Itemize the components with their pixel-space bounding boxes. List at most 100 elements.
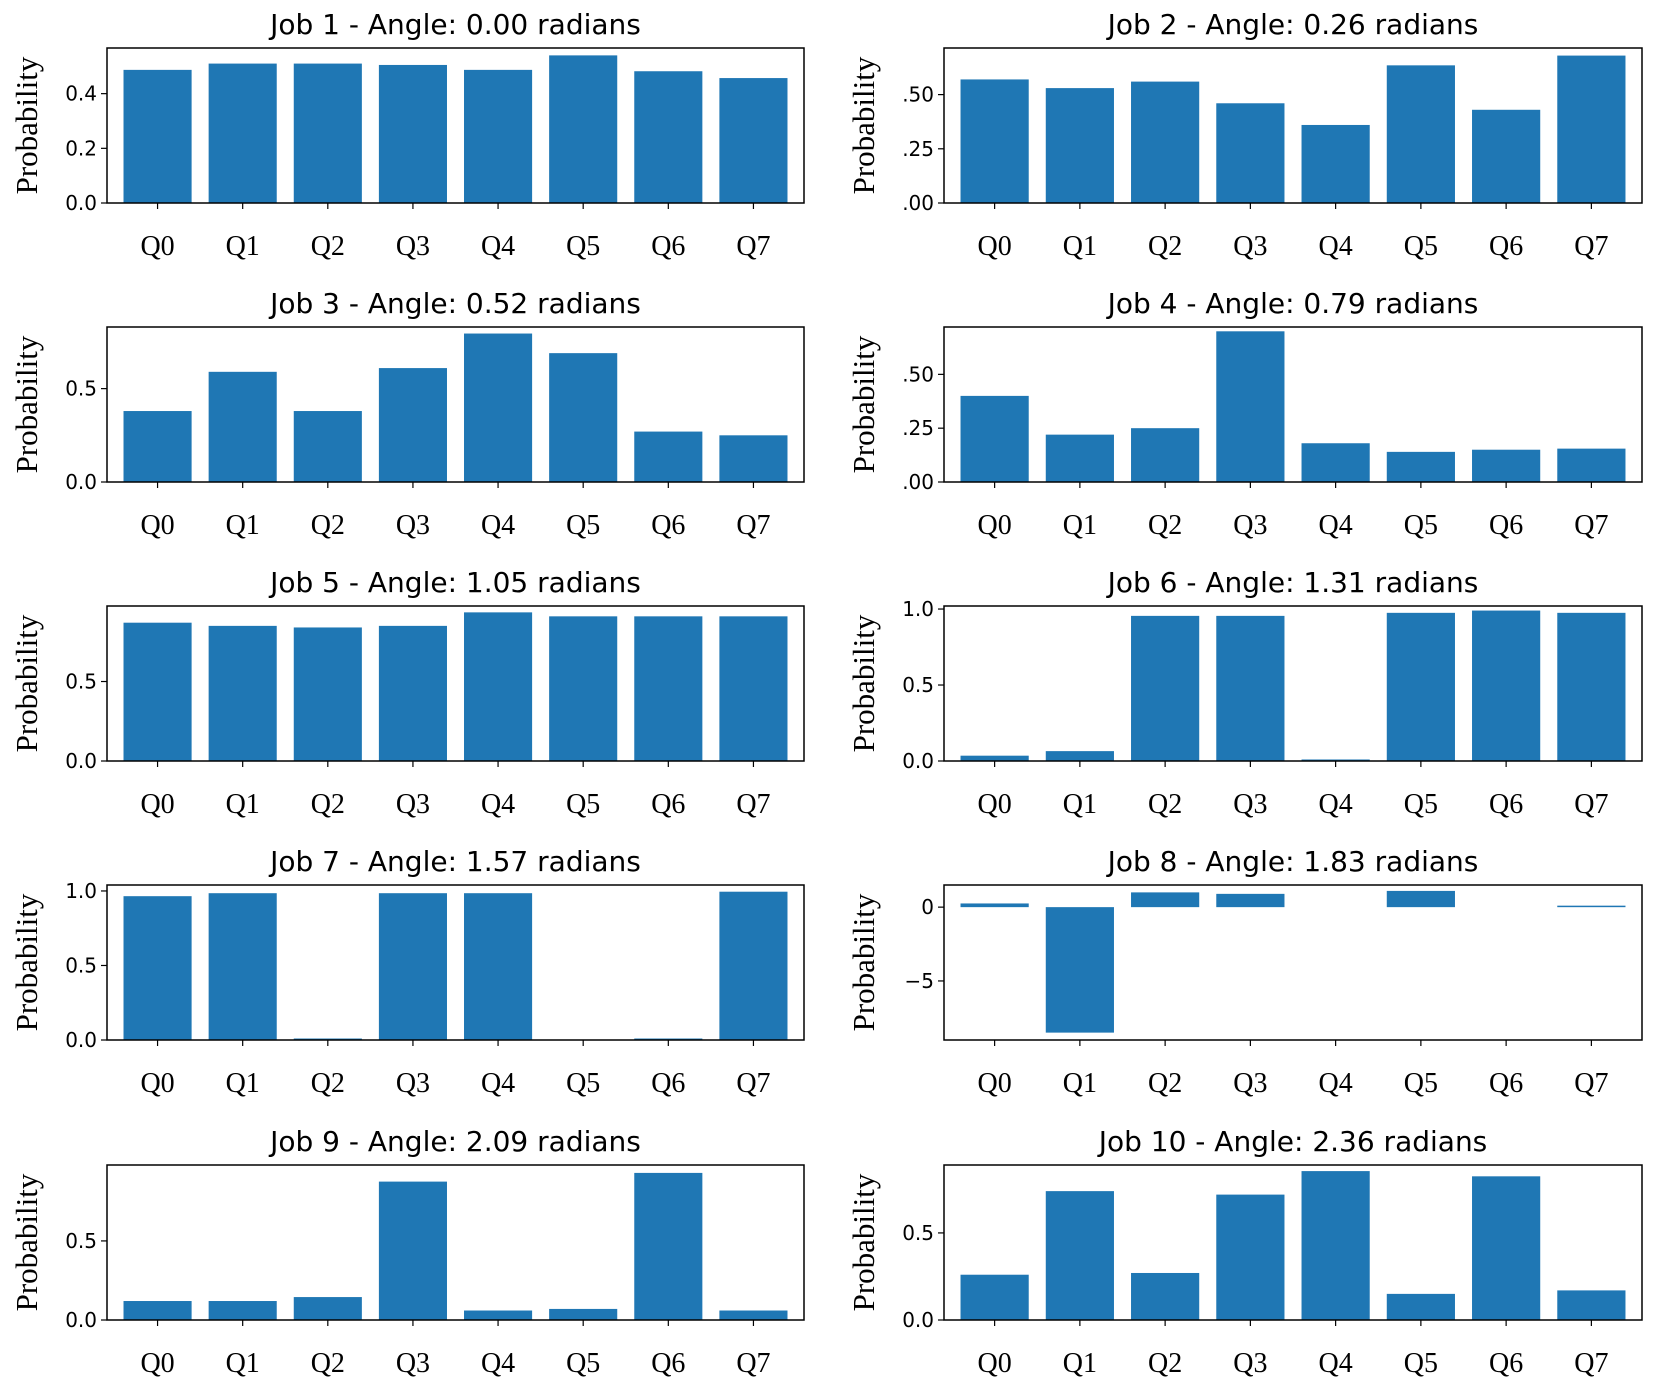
- plot-frame: [106, 605, 805, 762]
- bar-q4: [464, 893, 533, 1040]
- bar-q7: [1557, 612, 1626, 761]
- bar-q1: [208, 625, 277, 761]
- bar-q7: [1557, 905, 1626, 908]
- y-axis-label: Probability: [9, 614, 44, 752]
- x-tick-label: Q5: [1404, 1068, 1438, 1099]
- x-tick-label: Q1: [1063, 1348, 1097, 1378]
- bar-q5: [1386, 612, 1455, 761]
- bar-q0: [123, 622, 192, 761]
- chart-title: Job 6 - Angle: 1.31 radians: [1106, 566, 1479, 599]
- x-tick-label: Q1: [1063, 231, 1097, 262]
- y-tick-label: 0.4: [65, 82, 97, 106]
- y-tick-label: 1.0: [902, 597, 934, 621]
- x-tick-label: Q6: [651, 1068, 685, 1099]
- bar-q7: [719, 435, 788, 482]
- bar-q7: [719, 1310, 788, 1320]
- x-tick-label: Q5: [566, 231, 600, 262]
- x-tick-label: Q3: [396, 1068, 430, 1099]
- x-tick-label: Q5: [566, 1068, 600, 1099]
- y-tick-label: 0.5: [902, 673, 934, 697]
- y-tick-label: .25: [902, 416, 934, 440]
- x-tick-label: Q6: [651, 789, 685, 820]
- chart-title: Job 2 - Angle: 0.26 radians: [1106, 8, 1479, 41]
- y-tick-label: 0.0: [65, 1308, 97, 1332]
- plot-frame: [943, 326, 1643, 483]
- x-tick-label: Q7: [736, 1068, 770, 1099]
- x-tick-label: Q4: [481, 510, 515, 541]
- bar-q7: [1557, 55, 1626, 203]
- bar-q7: [719, 78, 788, 203]
- x-tick-label: Q0: [978, 1068, 1012, 1099]
- x-tick-label: Q6: [651, 231, 685, 262]
- x-tick-label: Q0: [978, 789, 1012, 820]
- bar-q5: [549, 55, 618, 203]
- x-tick-label: Q5: [1404, 789, 1438, 820]
- x-tick-label: Q1: [226, 231, 260, 262]
- x-tick-label: Q1: [1063, 1068, 1097, 1099]
- chart-panel-10: Job 10 - Angle: 2.36 radians Probability Q…: [846, 1125, 1643, 1378]
- y-axis-label: Probability: [846, 614, 881, 752]
- y-axis-label: Probability: [846, 893, 881, 1031]
- y-tick-label: 0.0: [902, 1308, 934, 1332]
- x-tick-label: Q0: [140, 510, 174, 541]
- y-tick-label: 0.0: [902, 749, 934, 773]
- x-tick-label: Q2: [1148, 1068, 1182, 1099]
- chart-panel-4: Job 4 - Angle: 0.79 radians Probability Q0…: [846, 287, 1643, 541]
- x-tick-label: Q7: [1574, 1348, 1608, 1378]
- x-tick-label: Q2: [1148, 1348, 1182, 1378]
- x-tick-label: Q6: [651, 1348, 685, 1378]
- chart-panel-3: Job 3 - Angle: 0.52 radians Probability Q0…: [9, 287, 805, 541]
- bar-q1: [1045, 751, 1114, 761]
- x-tick-label: Q3: [1233, 510, 1267, 541]
- chart-title: Job 10 - Angle: 2.36 radians: [1097, 1125, 1488, 1158]
- x-tick-label: Q7: [1574, 789, 1608, 820]
- chart-title: Job 4 - Angle: 0.79 radians: [1106, 287, 1479, 320]
- x-tick-label: Q0: [140, 789, 174, 820]
- bar-q1: [1045, 1191, 1114, 1320]
- plot-frame: [943, 1164, 1643, 1321]
- bar-q1: [208, 371, 277, 482]
- x-tick-label: Q3: [1233, 789, 1267, 820]
- bar-q5: [1386, 890, 1455, 908]
- bar-q6: [634, 616, 703, 761]
- plot-frame: [106, 884, 805, 1041]
- x-tick-label: Q5: [1404, 1348, 1438, 1378]
- bar-q3: [378, 625, 447, 761]
- bar-q4: [1301, 443, 1370, 482]
- x-tick-label: Q6: [651, 510, 685, 541]
- x-tick-label: Q0: [140, 1068, 174, 1099]
- y-tick-label: 0.0: [65, 191, 97, 215]
- y-tick-label: 0.5: [65, 670, 97, 694]
- bar-q0: [123, 1301, 192, 1320]
- x-tick-label: Q6: [1489, 1068, 1523, 1099]
- bar-q4: [464, 1310, 533, 1320]
- bar-q3: [378, 1181, 447, 1320]
- x-tick-label: Q1: [226, 789, 260, 820]
- y-tick-label: 0: [921, 895, 934, 919]
- bar-q6: [634, 1172, 703, 1320]
- bar-q0: [960, 79, 1029, 203]
- y-tick-label: 0.0: [65, 749, 97, 773]
- x-tick-label: Q3: [396, 789, 430, 820]
- bar-q0: [123, 69, 192, 203]
- plot-frame: [943, 605, 1643, 762]
- bar-q6: [634, 71, 703, 203]
- bar-q1: [1045, 434, 1114, 482]
- y-tick-label: −5: [905, 969, 934, 993]
- x-tick-label: Q4: [481, 231, 515, 262]
- x-tick-label: Q6: [1489, 789, 1523, 820]
- x-tick-label: Q5: [566, 789, 600, 820]
- x-tick-label: Q7: [736, 510, 770, 541]
- x-tick-label: Q4: [1319, 510, 1353, 541]
- bar-q7: [1557, 1290, 1626, 1320]
- x-tick-label: Q0: [978, 510, 1012, 541]
- y-tick-label: 0.5: [902, 1221, 934, 1245]
- chart-panel-2: Job 2 - Angle: 0.26 radians Probability Q0…: [846, 8, 1643, 262]
- y-axis-label: Probability: [846, 1173, 881, 1311]
- y-tick-label: 0.0: [65, 470, 97, 494]
- bar-q0: [123, 411, 192, 482]
- chart-panel-9: Job 9 - Angle: 2.09 radians Probability Q0…: [9, 1125, 805, 1378]
- bar-q2: [1131, 615, 1200, 761]
- bar-q6: [1472, 1176, 1541, 1320]
